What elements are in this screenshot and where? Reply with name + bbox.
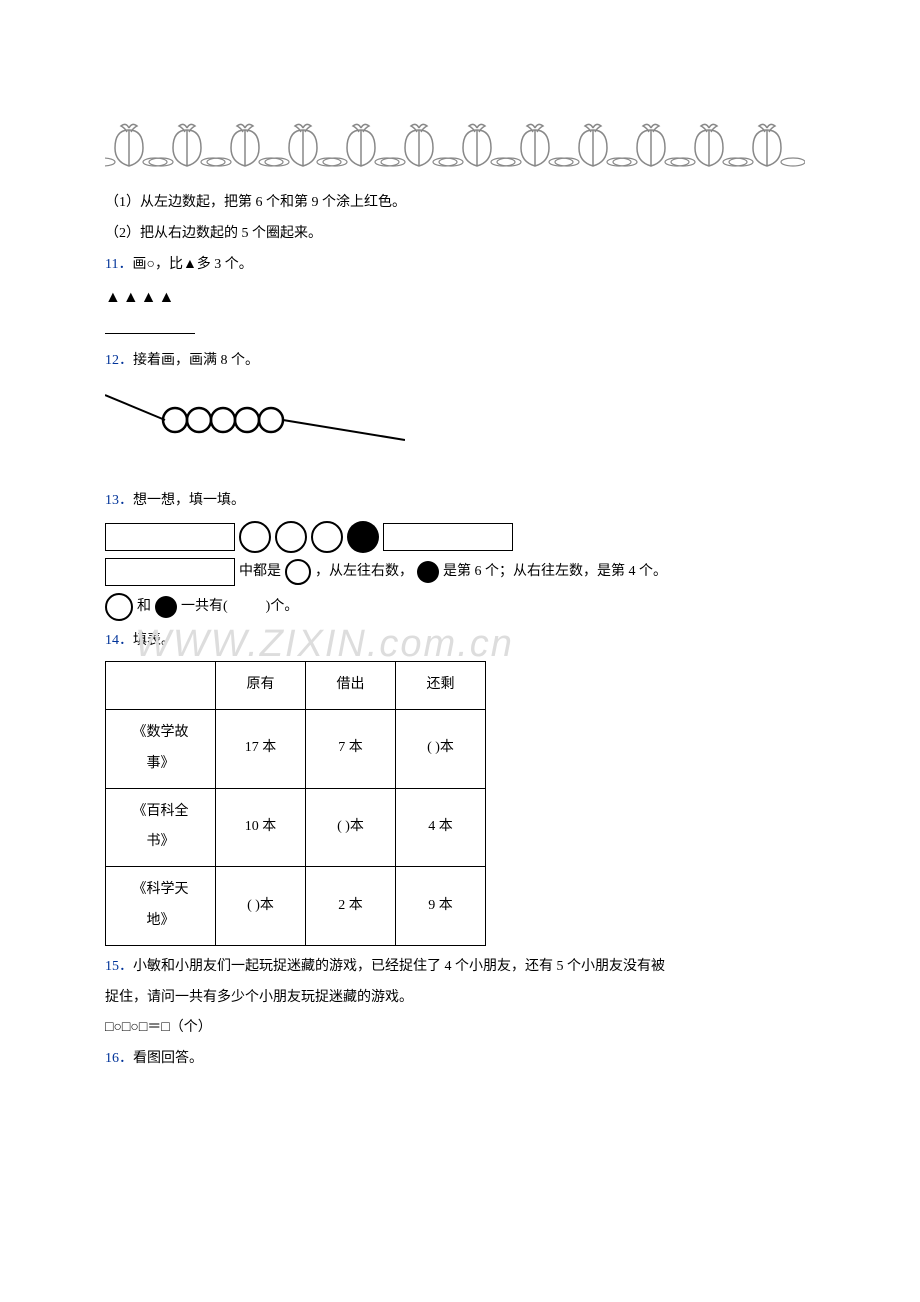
rect-placeholder <box>383 523 513 551</box>
table-cell: 还剩 <box>396 662 486 710</box>
table-cell: 17 本 <box>216 709 306 788</box>
q12-text: 接着画，画满 8 个。 <box>133 353 259 368</box>
q14-table: 原有 借出 还剩 《数学故事》 17 本 7 本 ( )本 《百科全书》 10 … <box>105 661 486 946</box>
table-cell: 原有 <box>216 662 306 710</box>
table-cell: 9 本 <box>396 867 486 946</box>
table-cell: ( )本 <box>306 788 396 867</box>
table-cell: 《百科全书》 <box>106 788 216 867</box>
q15-number: 15． <box>105 959 133 974</box>
q11-blank-line <box>105 333 195 334</box>
peach-row <box>105 120 815 170</box>
open-circle-icon <box>275 521 307 553</box>
table-row: 《数学故事》 17 本 7 本 ( )本 <box>106 709 486 788</box>
table-row: 《科学天地》 ( )本 2 本 9 本 <box>106 867 486 946</box>
q14-text: 填表。 <box>133 633 175 648</box>
q13-row3: 和 一共有( )个。 <box>105 592 815 623</box>
q12-number: 12． <box>105 353 133 368</box>
q16-number: 16． <box>105 1051 133 1066</box>
q10-sub1: （1）从左边数起，把第 6 个和第 9 个涂上红色。 <box>105 188 815 219</box>
q13-text-f: )个。 <box>266 592 299 623</box>
open-circle-icon <box>105 593 133 621</box>
table-cell: ( )本 <box>396 709 486 788</box>
q14-number: 14． <box>105 633 133 648</box>
q13-text-b: ，从左往右数， <box>315 557 413 588</box>
table-row: 原有 借出 还剩 <box>106 662 486 710</box>
rect-placeholder <box>105 558 235 586</box>
q13-text-d: 和 <box>137 592 151 623</box>
table-cell: 7 本 <box>306 709 396 788</box>
table-cell: ( )本 <box>216 867 306 946</box>
q13-row2: 中都是 ，从左往右数， 是第 6 个；从右往左数，是第 4 个。 <box>105 557 815 588</box>
table-cell: 4 本 <box>396 788 486 867</box>
q16-text: 看图回答。 <box>133 1051 203 1066</box>
q13-row1 <box>105 521 815 553</box>
q13-text: 想一想，填一填。 <box>133 493 245 508</box>
table-cell: 借出 <box>306 662 396 710</box>
q10-sub2: （2）把从右边数起的 5 个圈起来。 <box>105 219 815 250</box>
q13-text-a: 中都是 <box>239 557 281 588</box>
q11-triangles: ▲▲▲▲ <box>105 280 815 315</box>
table-cell: 2 本 <box>306 867 396 946</box>
q12-beads <box>105 385 815 468</box>
q11-number: 11． <box>105 257 132 272</box>
open-circle-icon <box>311 521 343 553</box>
q15-line1: 小敏和小朋友们一起玩捉迷藏的游戏，已经捉住了 4 个小朋友，还有 5 个小朋友没… <box>133 959 665 974</box>
q13-text-c: 是第 6 个；从右往左数，是第 4 个。 <box>443 557 667 588</box>
table-cell: 10 本 <box>216 788 306 867</box>
filled-circle-icon <box>347 521 379 553</box>
q13-text-e: 一共有( <box>181 592 228 623</box>
table-row: 《百科全书》 10 本 ( )本 4 本 <box>106 788 486 867</box>
table-cell <box>106 662 216 710</box>
rect-placeholder <box>105 523 235 551</box>
table-cell: 《数学故事》 <box>106 709 216 788</box>
q15-formula: □○□○□＝□（个） <box>105 1013 815 1044</box>
open-circle-icon <box>239 521 271 553</box>
table-cell: 《科学天地》 <box>106 867 216 946</box>
q15-line2: 捉住，请问一共有多少个小朋友玩捉迷藏的游戏。 <box>105 983 815 1014</box>
q13-number: 13． <box>105 493 133 508</box>
open-circle-icon <box>285 559 311 585</box>
q11-text: 画○，比▲多 3 个。 <box>132 257 252 272</box>
peaches-svg <box>105 120 805 170</box>
filled-circle-icon <box>417 561 439 583</box>
filled-circle-icon <box>155 596 177 618</box>
